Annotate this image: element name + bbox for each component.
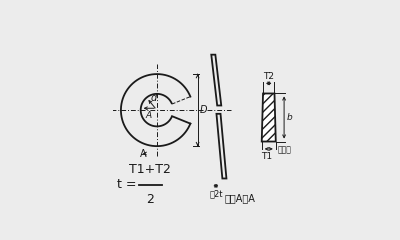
Text: d: d bbox=[151, 93, 157, 103]
Text: 2: 2 bbox=[146, 193, 154, 206]
Text: 約2t: 約2t bbox=[209, 189, 223, 198]
Text: A: A bbox=[140, 149, 147, 159]
Text: 外径側: 外径側 bbox=[278, 145, 292, 154]
Text: T2: T2 bbox=[263, 72, 274, 81]
Polygon shape bbox=[262, 94, 276, 142]
Polygon shape bbox=[211, 55, 221, 106]
Polygon shape bbox=[216, 114, 226, 179]
Text: b: b bbox=[286, 113, 292, 122]
Text: D: D bbox=[200, 105, 207, 115]
Text: A: A bbox=[146, 111, 152, 120]
Text: T1: T1 bbox=[261, 152, 272, 161]
Text: t =: t = bbox=[117, 179, 137, 192]
Text: T1+T2: T1+T2 bbox=[129, 163, 171, 176]
Text: 断面A－A: 断面A－A bbox=[225, 193, 256, 204]
